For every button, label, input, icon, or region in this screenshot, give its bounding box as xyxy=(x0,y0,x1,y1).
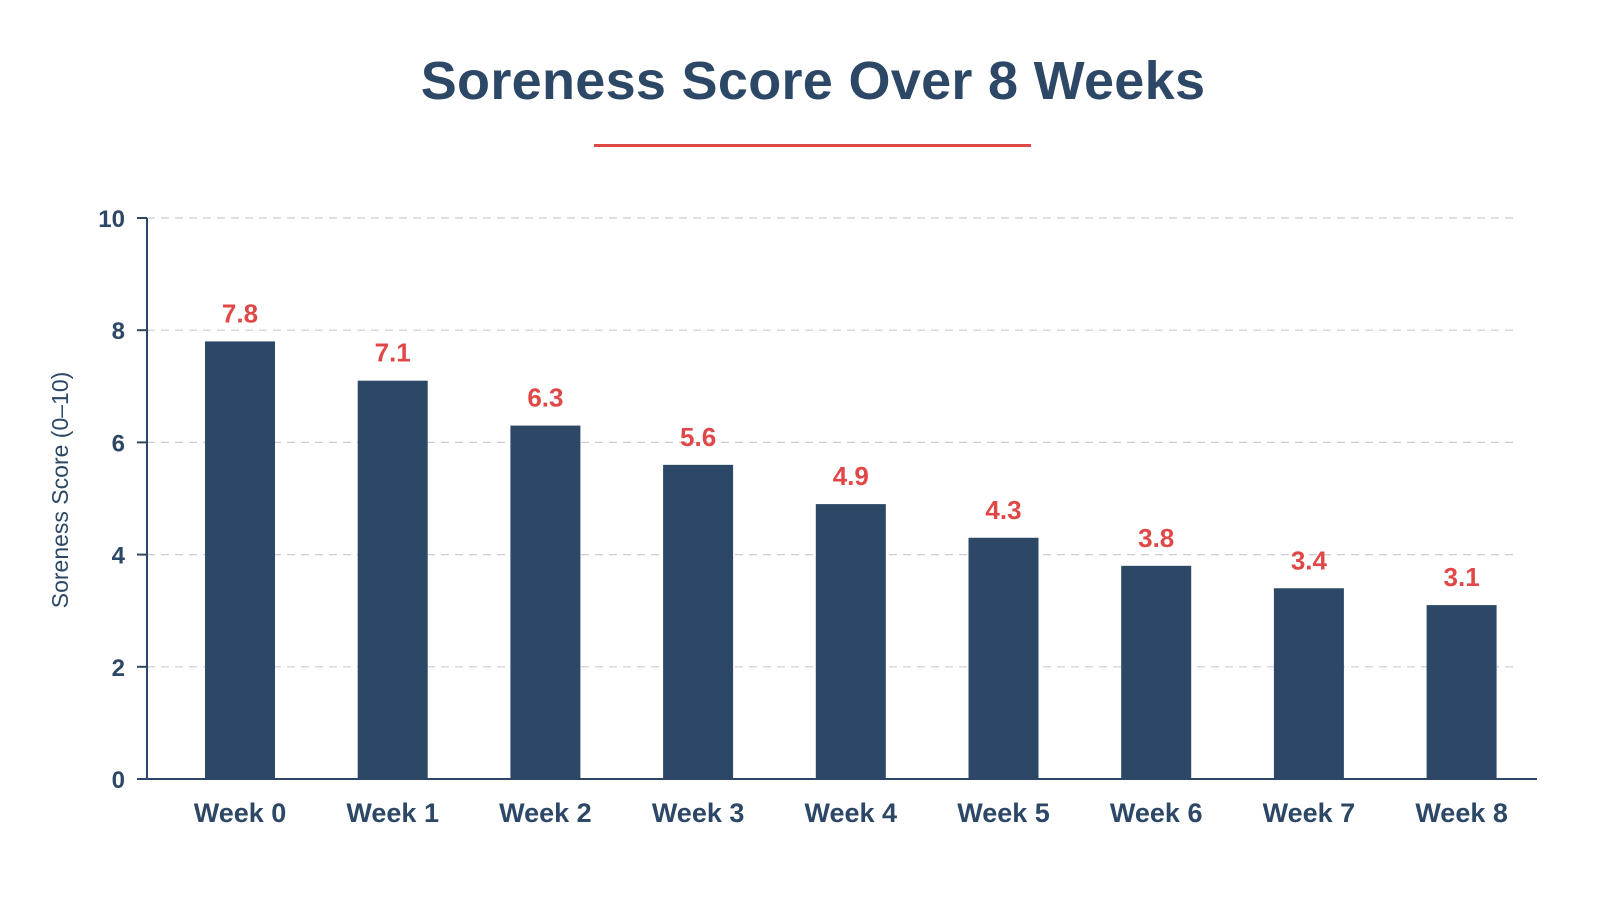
axes xyxy=(137,217,1537,780)
value-label: 3.1 xyxy=(1444,562,1480,592)
value-label: 5.6 xyxy=(680,422,716,452)
bars xyxy=(205,341,1497,779)
labels: 0 2 4 6 8 10 7.8 Week 0 7.1 Week 1 6.3 Week 2 5.6 Wee… xyxy=(98,206,1508,828)
y-tick-label: 4 xyxy=(112,543,126,570)
y-tick-label: 6 xyxy=(112,430,125,457)
bar xyxy=(663,464,734,779)
value-label: 6.3 xyxy=(527,383,563,413)
x-tick-label: Week 3 xyxy=(652,798,745,828)
value-label: 4.3 xyxy=(985,495,1021,525)
bar xyxy=(815,504,886,779)
bar xyxy=(1426,605,1497,779)
y-tick-label: 2 xyxy=(112,655,125,682)
bar xyxy=(205,341,275,779)
bar xyxy=(1273,588,1344,779)
value-label: 3.8 xyxy=(1138,523,1174,553)
y-tick-label: 0 xyxy=(112,767,125,794)
chart-title: Soreness Score Over 8 Weeks xyxy=(420,51,1206,111)
x-tick-label: Week 1 xyxy=(346,798,439,828)
value-label: 7.8 xyxy=(222,298,258,328)
value-label: 7.1 xyxy=(375,338,411,368)
bar xyxy=(357,380,428,779)
x-tick-label: Week 6 xyxy=(1110,798,1203,828)
bar xyxy=(968,537,1039,779)
title-underline xyxy=(594,144,1031,147)
y-tick-label: 8 xyxy=(112,318,125,345)
value-label: 4.9 xyxy=(833,461,869,491)
bar xyxy=(1121,565,1192,779)
x-tick-label: Week 7 xyxy=(1263,798,1356,828)
y-axis-title: Soreness Score (0–10) xyxy=(47,372,73,609)
x-tick-label: Week 2 xyxy=(499,798,592,828)
value-label: 3.4 xyxy=(1291,545,1328,575)
x-tick-label: Week 4 xyxy=(805,798,898,828)
bar xyxy=(510,425,581,779)
x-tick-label: Week 0 xyxy=(194,798,287,828)
x-tick-label: Week 8 xyxy=(1415,798,1508,828)
y-tick-label: 10 xyxy=(98,206,125,233)
x-tick-label: Week 5 xyxy=(957,798,1050,828)
